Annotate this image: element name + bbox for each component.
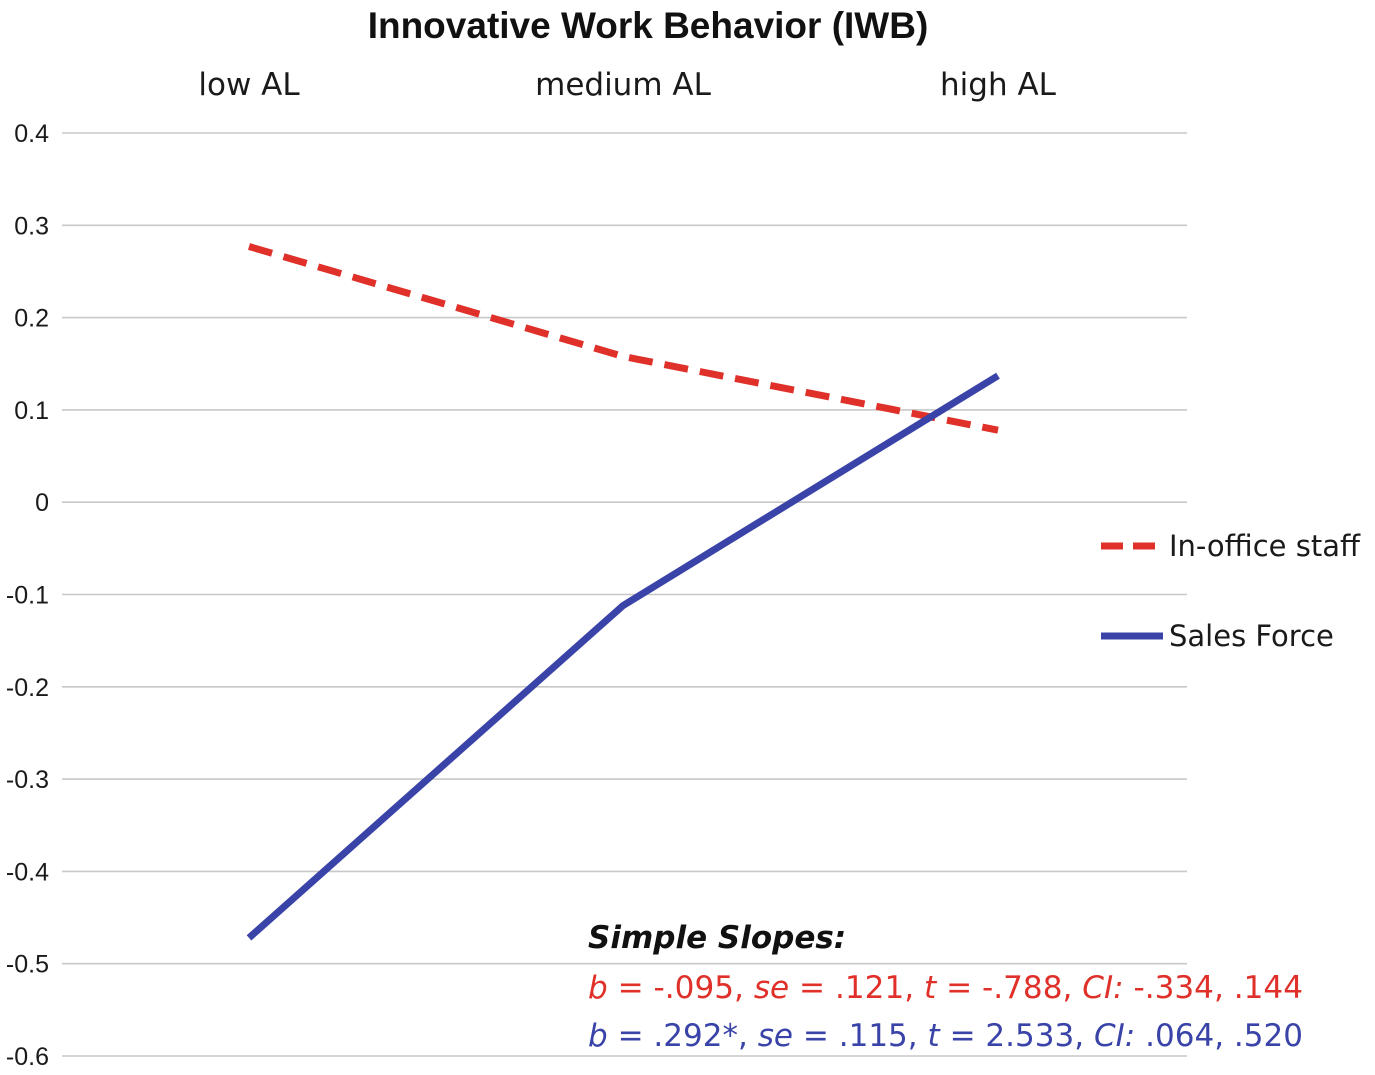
y-tick-label: -0.4 (6, 858, 49, 886)
y-tick-label: -0.1 (6, 582, 49, 610)
x-axis-categories: low AL medium AL high AL (198, 67, 1056, 103)
legend-label: In-office staff (1169, 529, 1361, 563)
y-tick-label: -0.3 (6, 766, 49, 794)
slopes-run: = .292*, (608, 1018, 758, 1054)
series-line-1 (246, 372, 1000, 941)
slopes-line-0: b = -.095, se = .121, t = -.788, CI: -.3… (588, 970, 1303, 1006)
slopes-line-1: b = .292*, se = .115, t = 2.533, CI: .06… (588, 1018, 1303, 1054)
slopes-run: b (588, 1018, 608, 1054)
slopes-run: = .115, (793, 1018, 928, 1054)
y-tick-label: 0.1 (14, 397, 49, 425)
gridlines (62, 132, 1187, 1057)
x-category-label: medium AL (535, 67, 711, 103)
y-tick-label: 0.3 (14, 212, 49, 240)
slopes-run: se (758, 1018, 793, 1054)
slopes-run: t (928, 1018, 942, 1054)
y-tick-label: 0 (35, 489, 49, 517)
y-tick-label: -0.6 (6, 1043, 49, 1071)
x-category-label: high AL (940, 67, 1057, 103)
y-tick-label: -0.2 (6, 674, 49, 702)
slopes-run: t (924, 970, 938, 1006)
legend-label: Sales Force (1169, 619, 1334, 653)
slopes-run: = -.095, (608, 970, 754, 1006)
slopes-run: -.334, .144 (1124, 970, 1303, 1006)
slopes-run: b (588, 970, 608, 1006)
slopes-heading: Simple Slopes: (588, 920, 846, 956)
slopes-run: CI: (1082, 970, 1123, 1006)
series-line-0 (248, 243, 999, 434)
slopes-run: se (754, 970, 789, 1006)
y-tick-label: 0.2 (14, 305, 49, 333)
y-tick-label: 0.4 (14, 120, 49, 148)
legend[interactable]: In-office staff Sales Force (1101, 529, 1361, 653)
simple-slopes-annotation: Simple Slopes: b = -.095, se = .121, t = … (588, 920, 1303, 1054)
slopes-run: .064, .520 (1135, 1018, 1303, 1054)
slopes-run: CI: (1094, 1018, 1135, 1054)
slopes-run: = -.788, (936, 970, 1082, 1006)
y-tick-label: -0.5 (6, 951, 49, 979)
slopes-run: = .121, (789, 970, 924, 1006)
y-axis-ticks: 0.4 0.3 0.2 0.1 0 -0.1 -0.2 -0.3 -0.4 -0.5 -0.6 (6, 120, 49, 1071)
series-lines (246, 243, 1000, 941)
chart-title: Innovative Work Behavior (IWB) (368, 5, 929, 46)
slopes-run: = 2.533, (940, 1018, 1094, 1054)
x-category-label: low AL (198, 67, 300, 103)
